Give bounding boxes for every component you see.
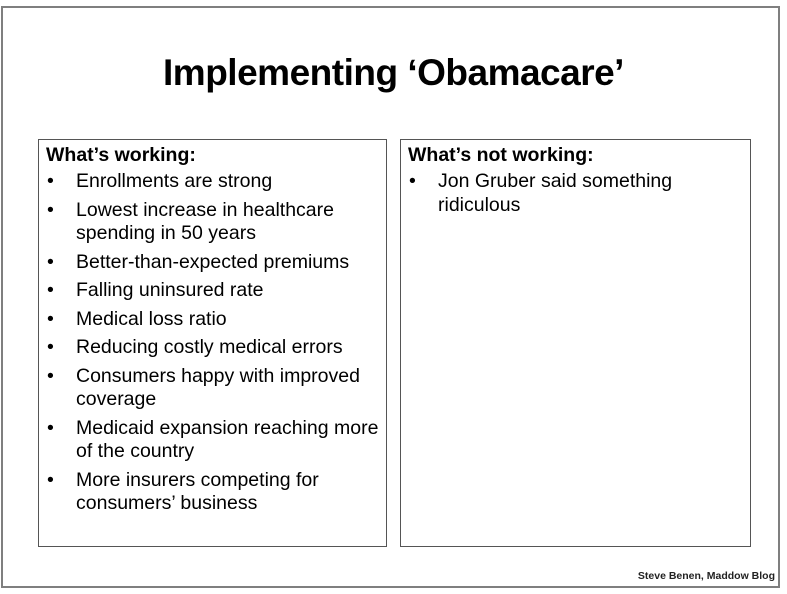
credit-footer: Steve Benen, Maddow Blog xyxy=(637,570,775,582)
list-item: • Consumers happy with improved coverage xyxy=(45,365,380,412)
bullet-icon: • xyxy=(47,170,54,192)
bullet-icon: • xyxy=(47,416,54,439)
slide-frame xyxy=(1,6,780,588)
list-item-text: Falling uninsured rate xyxy=(76,279,264,301)
bullet-icon: • xyxy=(47,364,54,387)
bullet-icon: • xyxy=(409,170,416,192)
bullet-icon: • xyxy=(47,250,54,273)
whats-not-working-box: What’s not working: • Jon Gruber said som… xyxy=(400,139,751,547)
list-item-text: Lowest increase in healthcare spending i… xyxy=(76,198,334,245)
list-item: • Falling uninsured rate xyxy=(45,279,380,303)
list-item-text: Better-than-expected premiums xyxy=(76,250,350,273)
list-item: • Reducing costly medical errors xyxy=(45,336,380,360)
whats-working-box: What’s working: • Enrollments are strong •… xyxy=(38,139,387,547)
bullet-icon: • xyxy=(47,468,54,491)
bullet-icon: • xyxy=(47,336,54,358)
list-item-text: More insurers competing for consumers’ b… xyxy=(76,468,319,515)
list-item-text: Medicaid expansion reaching more of the … xyxy=(76,416,379,463)
bullet-icon: • xyxy=(47,307,54,330)
whats-not-working-heading: What’s not working: xyxy=(408,144,594,166)
whats-not-working-list: • Jon Gruber said something ridiculous xyxy=(407,170,744,217)
list-item-text: Reducing costly medical errors xyxy=(76,336,343,358)
whats-working-heading: What’s working: xyxy=(46,144,196,166)
list-item-text: Consumers happy with improved coverage xyxy=(76,364,360,411)
whats-working-list: • Enrollments are strong • Lowest increase … xyxy=(45,170,380,516)
bullet-icon: • xyxy=(47,198,54,221)
list-item: • Medicaid expansion reaching more of the… xyxy=(45,417,380,464)
list-item-text: Medical loss ratio xyxy=(76,307,227,330)
list-item-text: Jon Gruber said something ridiculous xyxy=(438,170,673,216)
bullet-icon: • xyxy=(47,279,54,301)
list-item: • Jon Gruber said something ridiculous xyxy=(407,170,744,217)
slide-title: Implementing ‘Obamacare’ xyxy=(163,52,624,93)
list-item: • Lowest increase in healthcare spending … xyxy=(45,199,380,246)
list-item: • Better-than-expected premiums xyxy=(45,251,380,275)
list-item: • More insurers competing for consumers’ … xyxy=(45,469,380,516)
list-item-text: Enrollments are strong xyxy=(76,170,273,192)
list-item: • Enrollments are strong xyxy=(45,170,380,194)
list-item: • Medical loss ratio xyxy=(45,308,380,332)
